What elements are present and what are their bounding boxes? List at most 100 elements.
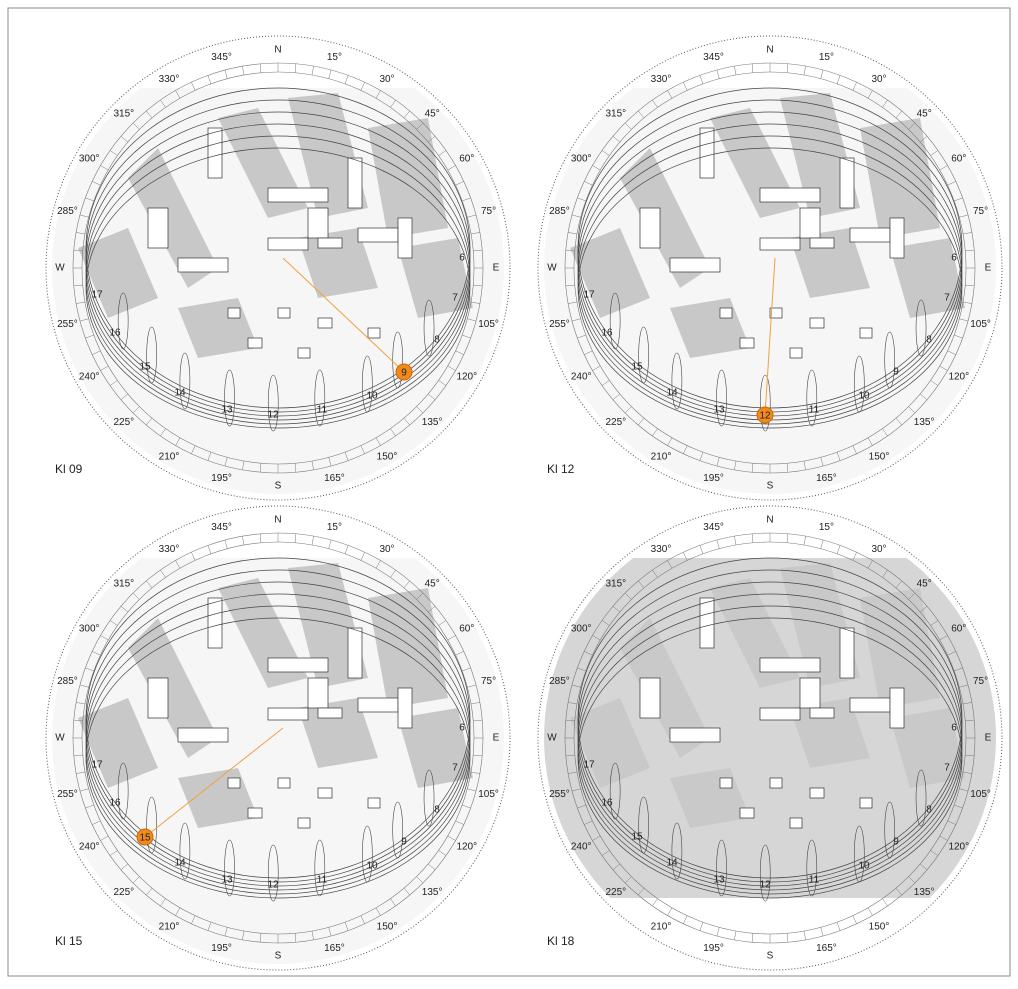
compass-label: 300° xyxy=(571,154,592,165)
compass-tick xyxy=(462,197,471,202)
hour-label: 12 xyxy=(267,410,279,421)
compass-tick xyxy=(242,536,245,546)
compass-label: E xyxy=(493,733,500,744)
compass-tick xyxy=(416,122,424,130)
building xyxy=(247,337,263,349)
compass-label: 240° xyxy=(79,372,100,383)
compass-tick xyxy=(895,580,902,589)
compass-label: 45° xyxy=(425,578,440,589)
building xyxy=(759,707,801,721)
sun-hour-label: 15 xyxy=(139,833,151,844)
analemma xyxy=(179,352,191,410)
compass-tick xyxy=(947,820,956,825)
compass-tick xyxy=(836,545,841,554)
compass-tick xyxy=(852,82,857,91)
compass-tick xyxy=(328,457,332,467)
compass-tick xyxy=(638,580,645,589)
compass-outer xyxy=(45,505,511,971)
compass-label: 60° xyxy=(459,154,474,165)
analemma xyxy=(915,299,927,357)
hour-label: 10 xyxy=(858,861,870,872)
compass-label: 75° xyxy=(481,206,496,217)
shadow xyxy=(570,228,650,318)
compass-tick xyxy=(132,122,140,130)
hour-label: 8 xyxy=(926,335,932,346)
compass-tick xyxy=(146,887,153,896)
compass-label: 330° xyxy=(159,74,180,85)
compass-tick xyxy=(462,804,471,809)
compass-tick xyxy=(820,69,824,79)
analemma xyxy=(314,369,326,427)
hour-label: 8 xyxy=(926,805,932,816)
compass-label: 120° xyxy=(456,842,477,853)
compass-tick xyxy=(242,460,245,470)
compass-tick xyxy=(375,90,381,99)
compass-tick xyxy=(895,417,902,426)
compass-tick xyxy=(836,452,841,461)
compass-label: 225° xyxy=(606,417,627,428)
compass-tick xyxy=(455,651,464,656)
compass-tick xyxy=(565,249,575,252)
compass-tick xyxy=(734,460,737,470)
compass-tick xyxy=(191,915,196,924)
compass-tick xyxy=(965,754,975,757)
shadow xyxy=(78,228,158,318)
analemma xyxy=(224,839,235,897)
compass-tick xyxy=(207,75,212,84)
compass-tick xyxy=(947,651,956,656)
compass-outer xyxy=(537,35,1003,501)
compass-label: 45° xyxy=(917,108,932,119)
compass-tick xyxy=(146,580,153,589)
compass-label: W xyxy=(547,733,557,744)
compass-tick xyxy=(160,569,166,578)
compass-tick xyxy=(895,110,902,119)
compass-label: 225° xyxy=(114,887,135,898)
compass-tick xyxy=(259,463,262,473)
compass-tick xyxy=(175,90,181,99)
compass-tick xyxy=(803,536,806,546)
compass-tick xyxy=(207,545,212,554)
compass-tick xyxy=(259,63,262,73)
hour-label: 17 xyxy=(91,760,103,771)
building xyxy=(719,307,733,319)
compass-tick xyxy=(568,771,578,774)
building xyxy=(769,307,783,319)
compass-tick xyxy=(895,887,902,896)
compass-tick xyxy=(100,165,109,171)
compass-label: 135° xyxy=(914,887,935,898)
compass-tick xyxy=(786,533,789,543)
analemma xyxy=(423,299,435,357)
compass-tick xyxy=(92,651,101,656)
compass-tick xyxy=(224,927,228,937)
sun-hour-label: 12 xyxy=(759,411,771,422)
compass-tick xyxy=(224,539,228,549)
compass-outer xyxy=(45,35,511,501)
sun-ray xyxy=(282,257,405,373)
analemma xyxy=(671,352,683,410)
compass-tick xyxy=(624,406,632,414)
compass-tick xyxy=(638,417,645,426)
sun-ray xyxy=(144,727,284,838)
hour-label: 15 xyxy=(631,362,643,373)
hour-label: 8 xyxy=(434,805,440,816)
compass-tick xyxy=(786,63,789,73)
compass-tick xyxy=(962,232,972,235)
compass-tick xyxy=(908,876,916,884)
compass-tick xyxy=(954,334,963,339)
compass-tick xyxy=(959,684,969,688)
compass-tick xyxy=(571,214,581,218)
compass-label: 285° xyxy=(57,676,78,687)
analemma xyxy=(609,292,621,350)
compass-tick xyxy=(311,460,314,470)
compass-tick xyxy=(224,457,228,467)
building xyxy=(207,127,223,179)
compass-tick xyxy=(699,545,704,554)
compass-label: 105° xyxy=(970,319,991,330)
compass-label: S xyxy=(767,481,774,492)
compass-label: S xyxy=(275,481,282,492)
hour-label: 6 xyxy=(951,723,957,734)
compass-tick xyxy=(470,232,480,235)
compass-tick xyxy=(328,927,332,937)
building xyxy=(759,237,801,251)
building xyxy=(347,627,363,679)
